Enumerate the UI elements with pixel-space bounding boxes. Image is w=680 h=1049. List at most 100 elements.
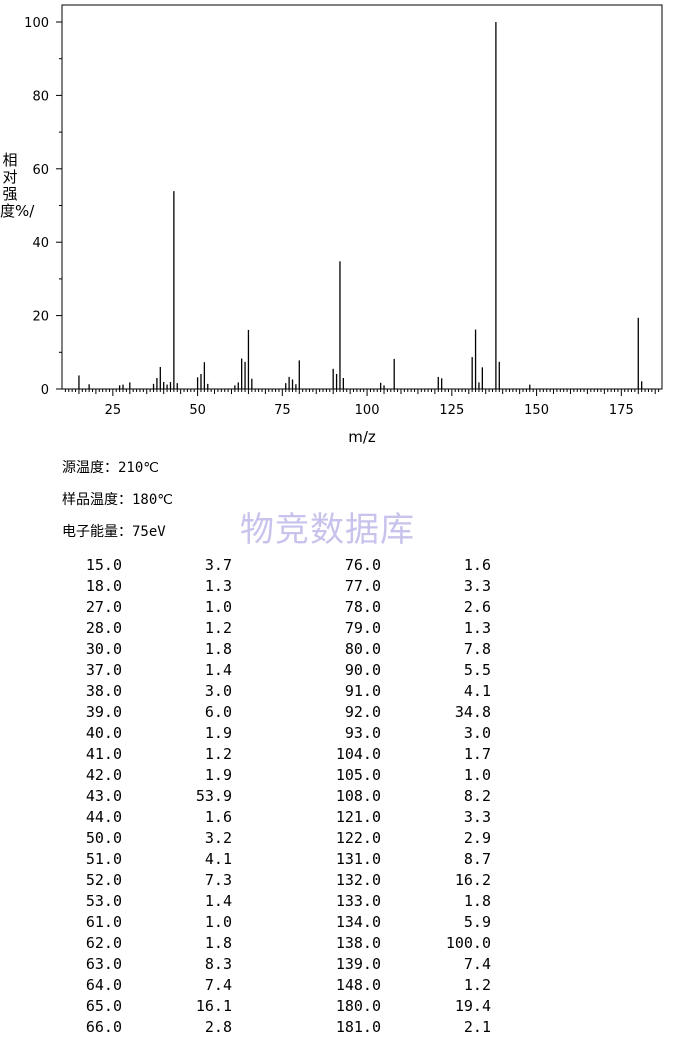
intensity-right: 1.3 — [463, 619, 491, 637]
mz-left: 27.0 — [85, 598, 122, 616]
intensity-left: 16.1 — [195, 997, 232, 1015]
intensity-right: 2.9 — [463, 829, 491, 847]
intensity-right: 7.4 — [463, 955, 491, 973]
mz-left: 53.0 — [85, 892, 122, 910]
mz-left: 15.0 — [85, 556, 122, 574]
intensity-right: 2.1 — [463, 1018, 491, 1036]
intensity-left: 1.8 — [204, 934, 232, 952]
intensity-left: 1.2 — [204, 745, 232, 763]
mz-right: 91.0 — [344, 682, 381, 700]
intensity-left: 1.0 — [204, 913, 232, 931]
intensity-right: 5.9 — [463, 913, 491, 931]
intensity-left: 3.0 — [204, 682, 232, 700]
intensity-left: 3.7 — [204, 556, 232, 574]
x-tick-label: 125 — [439, 403, 464, 418]
intensity-right: 1.2 — [463, 976, 491, 994]
intensity-right: 8.7 — [463, 850, 491, 868]
mz-right: 104.0 — [335, 745, 381, 763]
mz-left: 28.0 — [85, 619, 122, 637]
intensity-right: 100.0 — [445, 934, 491, 952]
mz-right: 148.0 — [335, 976, 381, 994]
mz-left: 39.0 — [85, 703, 122, 721]
mz-right: 92.0 — [344, 703, 381, 721]
intensity-right: 8.2 — [463, 787, 491, 805]
sample-temperature-value: 180℃ — [132, 492, 174, 508]
mz-right: 93.0 — [344, 724, 381, 742]
x-tick-label: 75 — [274, 403, 291, 418]
source-temperature-label: 源温度： — [62, 460, 118, 476]
peak-bars — [78, 22, 643, 389]
mz-left: 43.0 — [85, 787, 122, 805]
mz-left: 62.0 — [85, 934, 122, 952]
x-axis: 25 50 75 100 125 150 175 — [64, 389, 660, 418]
intensity-left: 8.3 — [204, 955, 232, 973]
mz-right: 132.0 — [335, 871, 381, 889]
intensity-left: 1.9 — [204, 766, 232, 784]
mz-left: 65.0 — [85, 997, 122, 1015]
mz-right: 80.0 — [344, 640, 381, 658]
intensity-right: 16.2 — [454, 871, 491, 889]
mz-left: 63.0 — [85, 955, 122, 973]
mz-right: 180.0 — [335, 997, 381, 1015]
mz-right: 77.0 — [344, 577, 381, 595]
sample-temperature-label: 样品温度： — [62, 492, 132, 508]
mz-left: 42.0 — [85, 766, 122, 784]
intensity-right: 3.3 — [463, 577, 491, 595]
x-tick-label: 150 — [524, 403, 549, 418]
mz-left: 38.0 — [85, 682, 122, 700]
intensity-left: 1.6 — [204, 808, 232, 826]
y-tick-label: 60 — [32, 163, 49, 178]
y-axis: 0 20 40 60 80 100 — [24, 16, 62, 398]
intensity-right: 1.7 — [463, 745, 491, 763]
mz-right: 133.0 — [335, 892, 381, 910]
intensity-left: 1.3 — [204, 577, 232, 595]
mz-left: 66.0 — [85, 1018, 122, 1036]
intensity-left: 7.3 — [204, 871, 232, 889]
mz-right: 108.0 — [335, 787, 381, 805]
intensity-right: 3.3 — [463, 808, 491, 826]
electron-energy-value: 75eV — [132, 524, 166, 540]
intensity-left: 6.0 — [204, 703, 232, 721]
intensity-right: 2.6 — [463, 598, 491, 616]
intensity-left: 1.0 — [204, 598, 232, 616]
intensity-left: 1.4 — [204, 661, 232, 679]
mz-left: 61.0 — [85, 913, 122, 931]
source-temperature-value: 210℃ — [118, 460, 160, 476]
mz-left: 30.0 — [85, 640, 122, 658]
mz-left: 41.0 — [85, 745, 122, 763]
intensity-left: 1.8 — [204, 640, 232, 658]
mz-left: 51.0 — [85, 850, 122, 868]
intensity-right: 34.8 — [454, 703, 491, 721]
intensity-left: 2.8 — [204, 1018, 232, 1036]
mz-left: 40.0 — [85, 724, 122, 742]
mz-left: 64.0 — [85, 976, 122, 994]
mz-right: 131.0 — [335, 850, 381, 868]
watermark: 物竞数据库 — [240, 510, 415, 550]
mz-right: 139.0 — [335, 955, 381, 973]
sample-temperature: 样品温度：180℃ — [62, 489, 173, 509]
mz-left: 44.0 — [85, 808, 122, 826]
intensity-right: 4.1 — [463, 682, 491, 700]
mz-left: 18.0 — [85, 577, 122, 595]
intensity-right: 1.0 — [463, 766, 491, 784]
mz-right: 78.0 — [344, 598, 381, 616]
mz-left: 50.0 — [85, 829, 122, 847]
x-axis-title: m/z — [348, 428, 376, 446]
x-tick-label: 25 — [105, 403, 122, 418]
mz-right: 138.0 — [335, 934, 381, 952]
electron-energy-label: 电子能量： — [62, 524, 132, 540]
intensity-right: 5.5 — [463, 661, 491, 679]
intensity-right: 3.0 — [463, 724, 491, 742]
mz-right: 134.0 — [335, 913, 381, 931]
intensity-left: 1.2 — [204, 619, 232, 637]
intensity-left: 4.1 — [204, 850, 232, 868]
mz-right: 79.0 — [344, 619, 381, 637]
source-temperature: 源温度：210℃ — [62, 457, 159, 477]
intensity-right: 1.8 — [463, 892, 491, 910]
y-tick-label: 80 — [32, 89, 49, 104]
mz-right: 76.0 — [344, 556, 381, 574]
intensity-right: 19.4 — [454, 997, 491, 1015]
intensity-left: 3.2 — [204, 829, 232, 847]
y-tick-label: 0 — [41, 383, 49, 398]
mz-right: 181.0 — [335, 1018, 381, 1036]
